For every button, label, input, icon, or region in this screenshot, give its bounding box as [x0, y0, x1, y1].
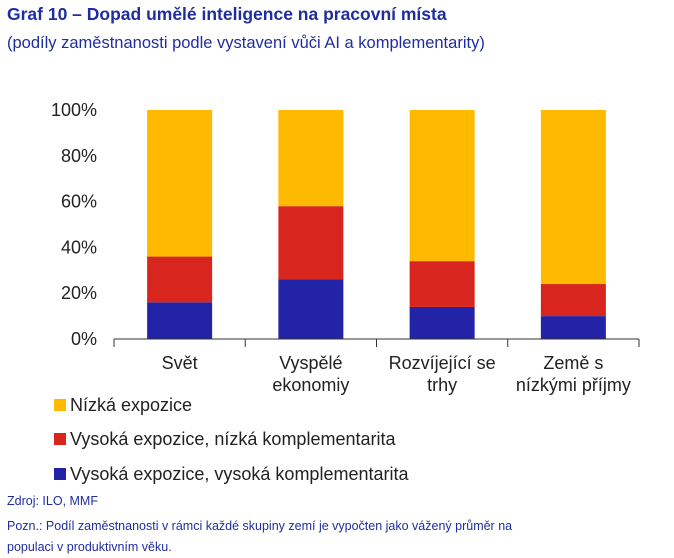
bar-segment	[409, 261, 475, 307]
y-tick-label: 100%	[51, 100, 97, 120]
y-tick-label: 40%	[61, 237, 97, 257]
x-category-label: Vyspělé	[279, 353, 342, 373]
x-category-label: Země s	[543, 353, 603, 373]
bar-segment	[278, 206, 344, 280]
bar-segment	[540, 316, 606, 339]
bar-segment	[147, 256, 213, 303]
x-category-label: trhy	[427, 375, 457, 395]
y-tick-label: 60%	[61, 192, 97, 212]
bar-segment	[540, 284, 606, 317]
bar-segment	[278, 279, 344, 339]
legend-label: Vysoká expozice, vysoká komplementarita	[70, 464, 409, 484]
chart-subtitle: (podíly zaměstnanosti podle vystavení vů…	[7, 34, 485, 52]
bar-segment	[409, 306, 475, 339]
methodology-note: Pozn.: Podíl zaměstnanosti v rámci každé…	[7, 519, 513, 554]
legend-swatch	[54, 468, 66, 480]
bar-segment	[409, 110, 475, 262]
y-tick-label: 20%	[61, 283, 97, 303]
source-note: Zdroj: ILO, MMF	[7, 494, 98, 508]
chart-title: Graf 10 – Dopad umělé inteligence na pra…	[7, 4, 447, 24]
bar-segment	[147, 110, 213, 257]
legend-swatch	[54, 433, 66, 445]
x-category-label: Svět	[162, 353, 198, 373]
legend-label: Vysoká expozice, nízká komplementarita	[70, 429, 396, 449]
y-tick-label: 80%	[61, 146, 97, 166]
bar-segment	[147, 302, 213, 339]
bar-segment	[278, 110, 344, 207]
x-category-label: nízkými příjmy	[516, 375, 631, 395]
x-category-label: Rozvíjející se	[389, 353, 496, 373]
y-tick-label: 0%	[71, 329, 97, 349]
legend-swatch	[54, 399, 66, 411]
bar-segment	[540, 110, 606, 285]
legend-label: Nízká expozice	[70, 395, 192, 415]
x-category-label: ekonomiy	[272, 375, 349, 395]
